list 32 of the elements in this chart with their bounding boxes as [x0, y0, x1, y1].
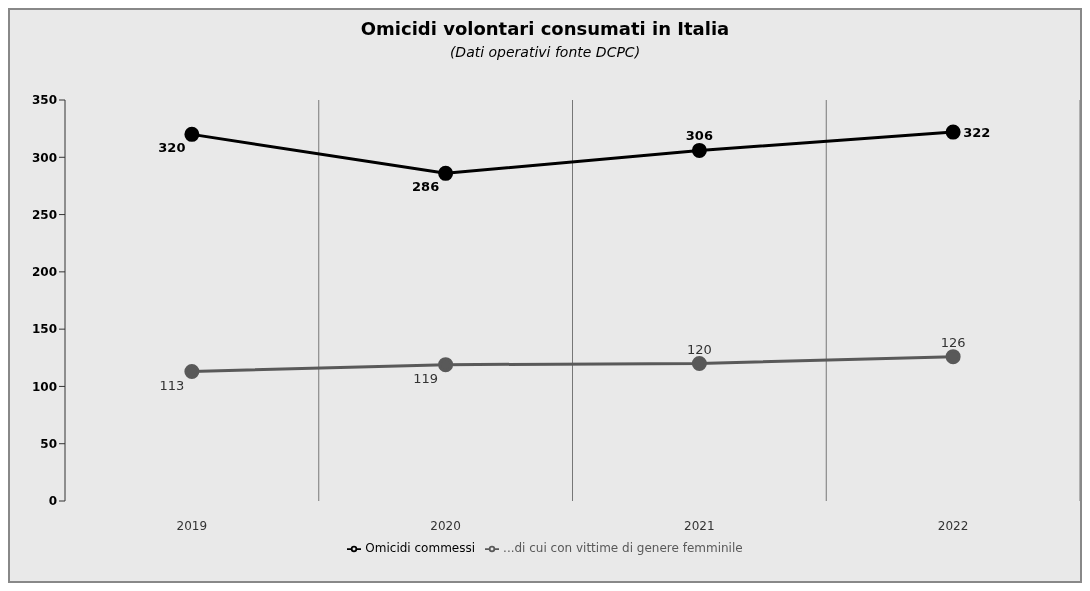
point	[438, 357, 454, 373]
y-tick-label: 250	[31, 207, 57, 222]
y-tick-label: 0	[48, 494, 57, 509]
data-label: 286	[412, 179, 440, 195]
x-tick-label: 2021	[684, 518, 715, 533]
y-tick-label: 100	[31, 379, 57, 394]
point	[945, 124, 961, 140]
legend-label: Omicidi commessi	[365, 541, 476, 555]
y-tick-label: 350	[31, 93, 57, 108]
y-tick-label: 50	[40, 436, 57, 451]
point	[438, 165, 454, 181]
legend-label: ...di cui con vittime di genere femminile	[503, 541, 743, 555]
y-tick-label: 200	[31, 265, 57, 280]
data-label: 306	[685, 128, 713, 144]
data-label: 119	[413, 370, 439, 386]
point	[184, 364, 200, 380]
data-label: 113	[159, 377, 185, 393]
data-label: 322	[963, 125, 991, 141]
chart-title: Omicidi volontari consumati in Italia	[359, 18, 731, 39]
y-tick-label: 150	[31, 322, 57, 337]
x-tick-label: 2019	[176, 518, 208, 533]
point	[945, 349, 961, 365]
y-tick-label: 300	[31, 150, 57, 165]
point	[184, 126, 200, 142]
chart-subtitle: (Dati operativi fonte DCPC)	[448, 44, 642, 60]
x-tick-label: 2020	[430, 518, 461, 533]
data-label: 320	[158, 140, 186, 156]
point	[691, 142, 707, 158]
data-label: 120	[686, 341, 712, 357]
point	[691, 356, 707, 372]
data-label: 126	[940, 334, 966, 350]
x-tick-label: 2022	[937, 518, 969, 533]
